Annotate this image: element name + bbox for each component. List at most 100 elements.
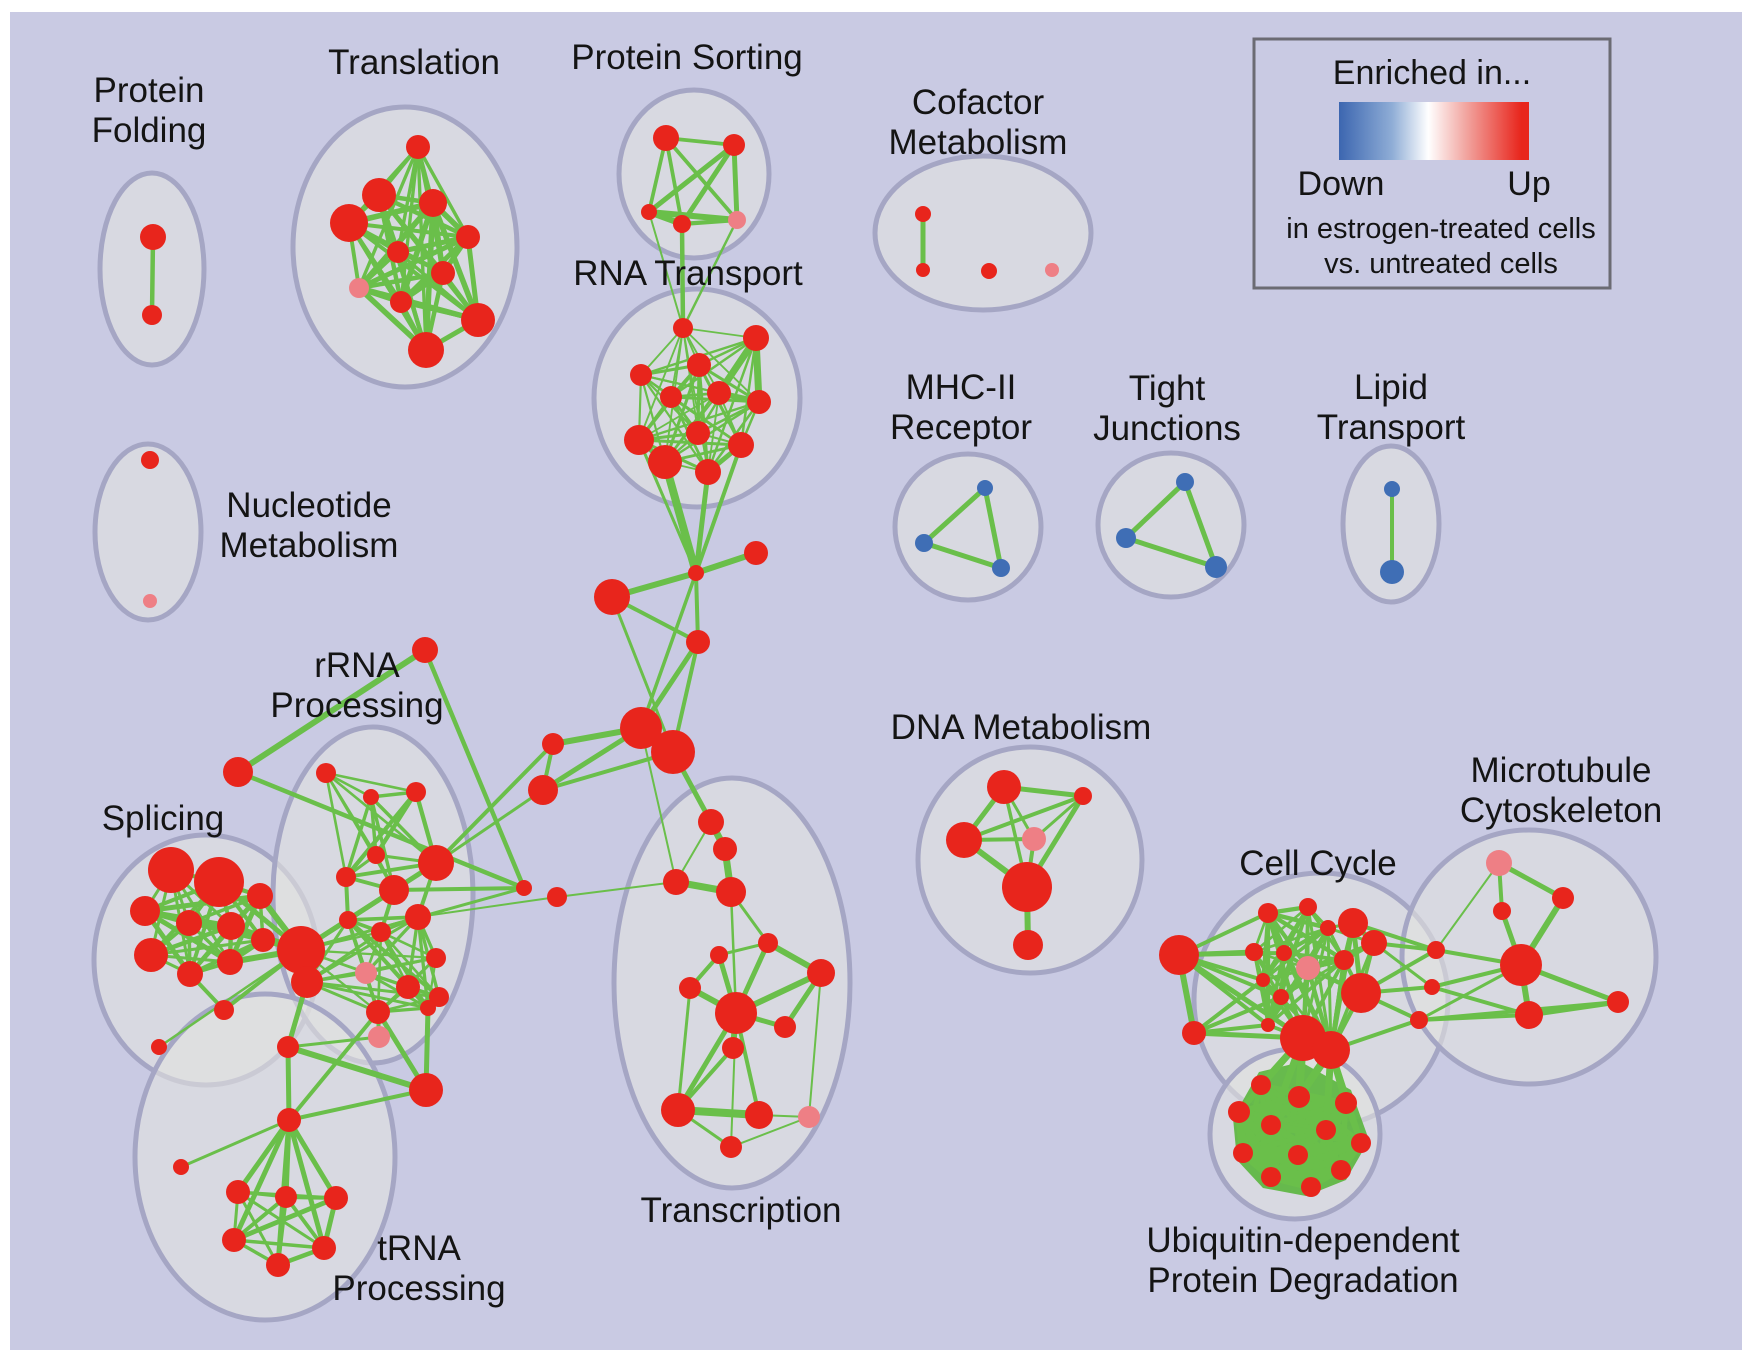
gene-set-node-r5 bbox=[707, 381, 731, 405]
edge bbox=[347, 221, 470, 239]
gene-set-node-cc11 bbox=[1334, 950, 1354, 970]
gene-set-node-t6 bbox=[387, 241, 409, 263]
gene-set-node-r4 bbox=[660, 386, 682, 408]
cluster-label-nucleotide-metabolism: Metabolism bbox=[220, 526, 399, 565]
edge bbox=[235, 1117, 292, 1195]
cluster-label-splicing: Splicing bbox=[102, 799, 225, 838]
gene-set-node-r3 bbox=[630, 364, 652, 386]
edge bbox=[235, 769, 527, 891]
gene-set-node-cf2 bbox=[916, 263, 930, 277]
gene-set-node-tj3 bbox=[1205, 556, 1227, 578]
edge bbox=[179, 1118, 291, 1169]
gene-set-node-ps1 bbox=[653, 125, 679, 151]
edge bbox=[693, 469, 711, 576]
gene-set-node-t9 bbox=[390, 291, 412, 313]
gene-set-node-t7 bbox=[431, 261, 455, 285]
gene-set-node-rb5 bbox=[355, 962, 377, 984]
edge bbox=[392, 886, 526, 892]
legend-gradient-bar bbox=[1339, 102, 1529, 160]
gene-set-node-rb7 bbox=[429, 987, 449, 1007]
gene-set-node-d1 bbox=[987, 770, 1021, 804]
gene-set-node-t2 bbox=[362, 178, 396, 212]
edge bbox=[286, 1117, 339, 1201]
gene-set-node-c3 bbox=[594, 579, 630, 615]
edge bbox=[434, 788, 545, 865]
gene-set-node-tr12 bbox=[661, 1093, 695, 1127]
edge bbox=[682, 327, 709, 473]
gene-set-node-c5 bbox=[620, 707, 662, 749]
legend-down-label: Down bbox=[1298, 165, 1385, 203]
edge bbox=[1182, 479, 1219, 570]
gene-set-node-tb1 bbox=[226, 1180, 250, 1204]
gene-set-node-rbp2 bbox=[368, 1026, 390, 1048]
cluster-bubble bbox=[892, 451, 1044, 603]
legend-subtitle-line1: in estrogen-treated cells bbox=[1286, 213, 1596, 245]
gene-set-node-u11 bbox=[1331, 1160, 1351, 1180]
cluster-label-lipid-transport: Lipid bbox=[1354, 368, 1428, 407]
gene-set-node-T1 bbox=[412, 637, 438, 663]
gene-set-node-s9 bbox=[247, 883, 273, 909]
gene-set-node-hub bbox=[277, 926, 325, 974]
cluster-label-cofactor-metabolism: Metabolism bbox=[889, 123, 1068, 162]
edge bbox=[287, 1088, 428, 1122]
edge bbox=[808, 972, 822, 1118]
cluster-label-translation: Translation bbox=[328, 43, 500, 82]
gene-set-node-tb4 bbox=[222, 1228, 246, 1252]
gene-set-node-tr6 bbox=[758, 933, 778, 953]
gene-set-node-s7 bbox=[177, 961, 203, 987]
gene-set-node-tr1 bbox=[698, 809, 724, 835]
cluster-label-protein-folding: Folding bbox=[92, 111, 207, 150]
gene-set-node-r7 bbox=[624, 425, 654, 455]
edge bbox=[645, 208, 741, 224]
gene-set-node-cc4 bbox=[1256, 973, 1270, 987]
gene-set-node-mt2 bbox=[1493, 902, 1511, 920]
gene-set-node-mh1 bbox=[977, 480, 993, 496]
gene-set-node-s10 bbox=[251, 928, 275, 952]
cluster-label-dna-metabolism: DNA Metabolism bbox=[891, 708, 1152, 747]
edge bbox=[676, 986, 692, 1112]
gene-set-node-cc5 bbox=[1258, 903, 1278, 923]
gene-set-node-r0 bbox=[673, 318, 693, 338]
gene-set-node-rr1 bbox=[316, 763, 336, 783]
gene-set-node-tb5 bbox=[312, 1236, 336, 1260]
edge bbox=[638, 327, 684, 441]
edge bbox=[376, 930, 383, 1014]
edge bbox=[356, 270, 446, 291]
edge bbox=[149, 938, 265, 957]
edge bbox=[664, 136, 739, 222]
edge bbox=[669, 395, 743, 447]
cluster-label-tight-junctions: Junctions bbox=[1093, 409, 1241, 448]
gene-set-node-pf2 bbox=[142, 305, 162, 325]
edge bbox=[638, 392, 720, 441]
edge bbox=[669, 336, 758, 399]
cluster-label-trna-processing: Processing bbox=[332, 1269, 505, 1308]
gene-set-node-r8 bbox=[686, 421, 710, 445]
nodes bbox=[130, 125, 1629, 1277]
gene-set-node-rb10 bbox=[277, 1036, 299, 1058]
gene-set-node-rr7 bbox=[418, 845, 454, 881]
gene-set-node-m1 bbox=[1427, 941, 1445, 959]
gene-set-node-rr5 bbox=[336, 867, 356, 887]
gene-set-node-m3 bbox=[1410, 1011, 1428, 1029]
gene-set-node-u5 bbox=[1261, 1115, 1281, 1135]
edge bbox=[434, 742, 555, 865]
gene-set-node-t8 bbox=[349, 278, 369, 298]
gene-set-node-cc9 bbox=[1261, 1018, 1275, 1032]
gene-set-node-u9 bbox=[1288, 1145, 1308, 1165]
edge bbox=[541, 750, 675, 792]
gene-set-node-s4 bbox=[176, 910, 202, 936]
gene-set-node-nm2 bbox=[143, 594, 157, 608]
gene-set-node-tr13 bbox=[745, 1101, 773, 1129]
gene-set-node-tr7 bbox=[679, 977, 701, 999]
gene-set-node-s6 bbox=[134, 938, 168, 972]
gene-set-node-u12 bbox=[1301, 1177, 1321, 1197]
gene-set-node-rb8 bbox=[420, 1000, 436, 1016]
gene-set-node-cc12 bbox=[1338, 908, 1368, 938]
edge bbox=[231, 1117, 292, 1243]
gene-set-node-m2 bbox=[1424, 979, 1440, 995]
gene-set-node-t5 bbox=[456, 225, 480, 249]
cluster-bubble bbox=[872, 153, 1094, 313]
gene-set-node-tb6 bbox=[266, 1253, 290, 1277]
cluster-label-trna-processing: tRNA bbox=[377, 1229, 461, 1268]
